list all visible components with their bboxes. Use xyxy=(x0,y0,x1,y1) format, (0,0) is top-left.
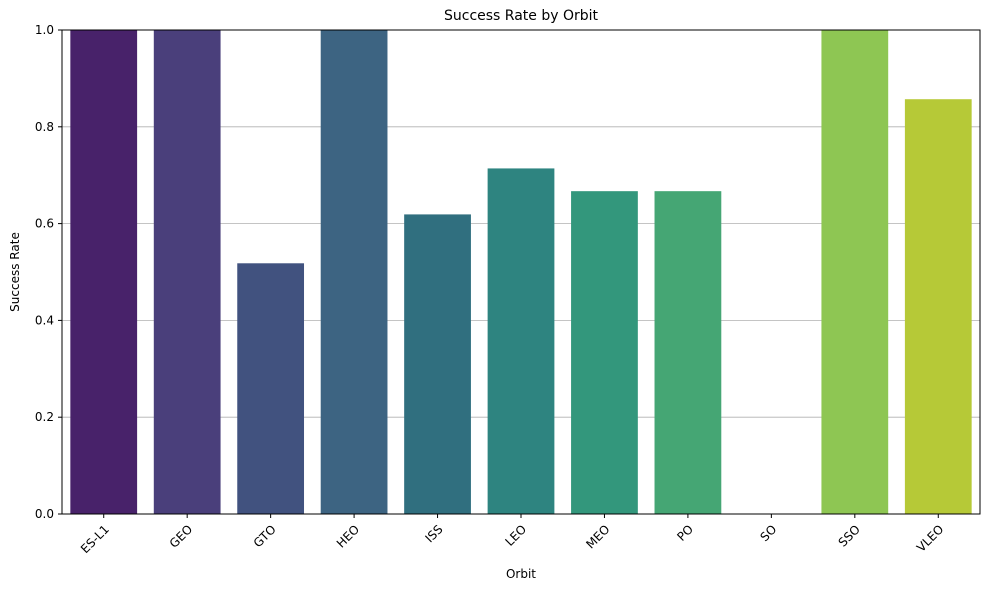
y-tick-label: 0.2 xyxy=(35,410,54,424)
x-tick-label: ISS xyxy=(422,522,445,545)
bar-po xyxy=(654,191,722,514)
bar-leo xyxy=(487,168,555,514)
y-tick-label: 0.8 xyxy=(35,120,54,134)
x-tick-label: VLEO xyxy=(914,522,946,554)
x-tick-label: SSO xyxy=(836,522,863,549)
x-tick-label: LEO xyxy=(502,522,529,549)
bar-iss xyxy=(404,214,471,515)
bar-es-l1 xyxy=(70,30,138,514)
x-tick-label: GTO xyxy=(251,522,279,550)
x-tick-label: HEO xyxy=(334,522,362,550)
bar-geo xyxy=(153,30,221,514)
y-ticks: 0.0 0.2 0.4 0.6 0.8 1.0 xyxy=(35,23,62,521)
x-axis-label: Orbit xyxy=(506,567,536,581)
bar-heo xyxy=(320,30,388,514)
bar-sso xyxy=(821,30,889,514)
bar-vleo xyxy=(904,99,972,514)
x-tick-label: MEO xyxy=(583,522,612,551)
x-tick-label: PO xyxy=(674,522,696,544)
bars xyxy=(70,30,972,515)
bar-gto xyxy=(237,263,305,514)
x-tick-label: SO xyxy=(758,522,780,544)
x-tick-label: ES-L1 xyxy=(78,522,112,556)
y-tick-label: 0.0 xyxy=(35,507,54,521)
y-axis-label: Success Rate xyxy=(8,232,22,312)
y-tick-label: 0.6 xyxy=(35,217,54,231)
chart-title: Success Rate by Orbit xyxy=(444,8,599,24)
bar-meo xyxy=(571,191,638,514)
y-tick-label: 1.0 xyxy=(35,23,54,37)
x-tick-label: GEO xyxy=(167,522,196,551)
x-ticks: ES-L1 GEO GTO HEO ISS LEO MEO PO SO SSO VLEO xyxy=(78,514,946,556)
y-tick-label: 0.4 xyxy=(35,313,54,327)
